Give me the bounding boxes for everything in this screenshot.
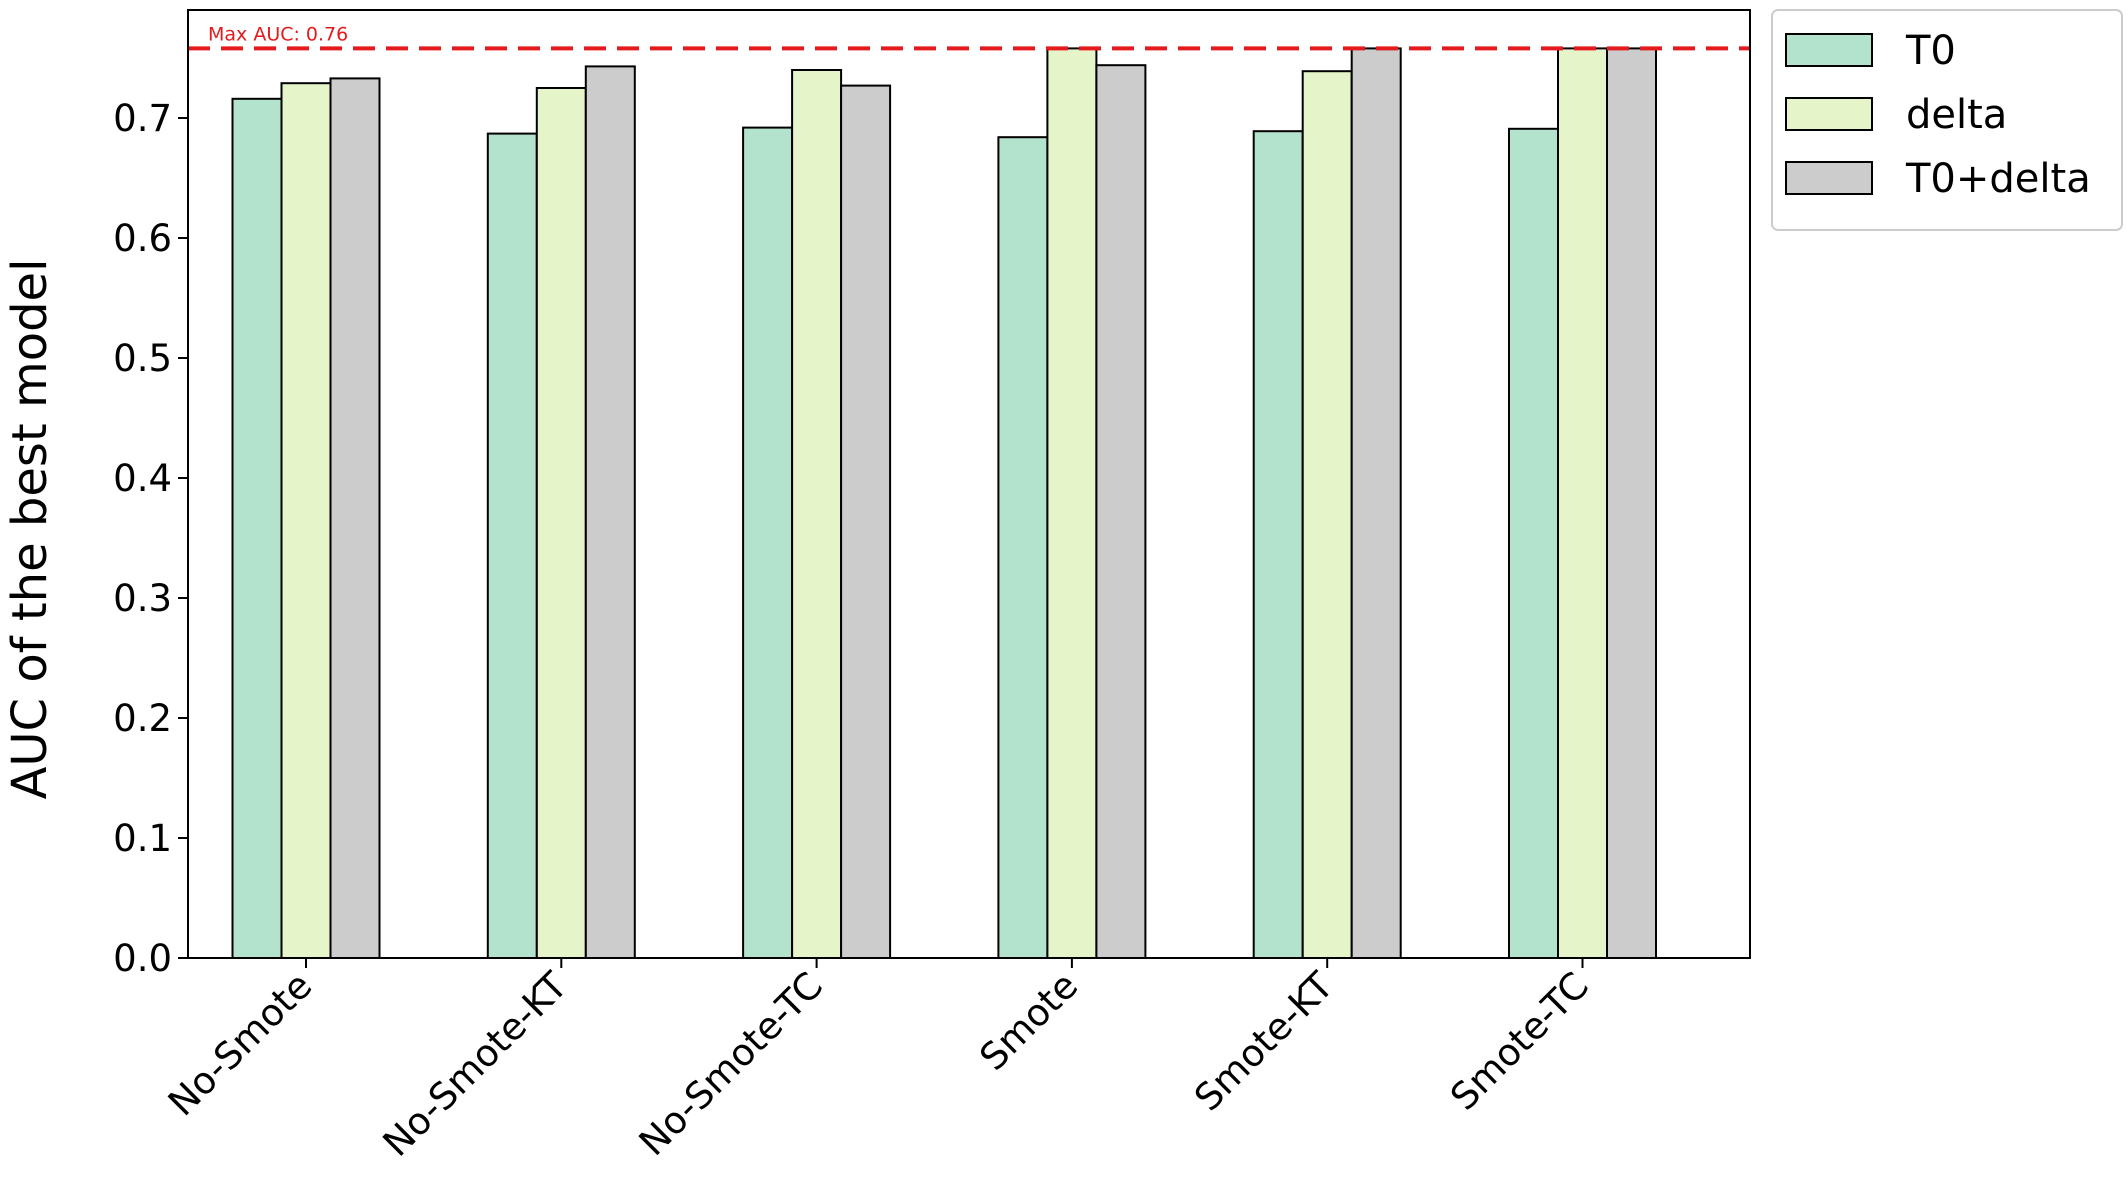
max-auc-label: Max AUC: 0.76 <box>208 23 348 45</box>
y-tick-label: 0.6 <box>113 217 172 260</box>
legend-label: delta <box>1906 92 2007 138</box>
bar-t0-smote <box>997 136 1049 959</box>
bar-delta-smote-kt <box>1301 70 1353 959</box>
y-axis: 0.0 0.1 0.2 0.3 0.4 0.5 0.6 0.7 <box>113 97 188 980</box>
bar-t0-smote-kt <box>1252 130 1304 959</box>
y-tick-label: 0.0 <box>113 937 172 980</box>
bar-t0plusdelta-smote-kt <box>1350 47 1402 959</box>
y-tick-label: 0.5 <box>113 337 172 380</box>
y-tick-label: 0.2 <box>113 697 172 740</box>
bar-t0plusdelta-smote <box>1095 64 1147 959</box>
y-tick-label: 0.3 <box>113 577 172 620</box>
bar-t0plusdelta-no-smote-kt <box>584 65 636 959</box>
plot-frame <box>187 9 1751 959</box>
legend-swatch <box>1785 161 1873 195</box>
legend-swatch <box>1785 33 1873 67</box>
bar-delta-smote-tc <box>1557 47 1608 959</box>
y-tick-label: 0.4 <box>113 457 172 500</box>
legend-swatch <box>1785 97 1873 131</box>
y-tick-label: 0.1 <box>113 817 172 860</box>
legend-label: T0 <box>1905 28 1956 74</box>
y-axis-label: AUC of the best model <box>2 259 58 800</box>
bar-delta-no-smote <box>280 82 332 959</box>
legend-label: T0+delta <box>1905 156 2091 202</box>
bar-delta-no-smote-tc <box>791 69 843 959</box>
bar-t0-no-smote <box>231 97 283 960</box>
bar-t0-no-smote-kt <box>486 132 538 960</box>
reference-line-group: Max AUC: 0.76 <box>188 23 1750 51</box>
y-tick-label: 0.7 <box>113 97 172 140</box>
bars-group <box>231 47 1657 960</box>
bar-t0-no-smote-tc <box>742 126 794 960</box>
bar-delta-smote <box>1046 47 1098 959</box>
bar-delta-no-smote-kt <box>535 87 587 959</box>
bar-t0plusdelta-no-smote-tc <box>840 84 892 960</box>
bar-t0-smote-tc <box>1508 127 1559 960</box>
bar-t0plusdelta-no-smote <box>329 77 381 959</box>
bar-t0plusdelta-smote-tc <box>1606 47 1657 959</box>
legend: T0 delta T0+delta <box>1771 9 2123 231</box>
